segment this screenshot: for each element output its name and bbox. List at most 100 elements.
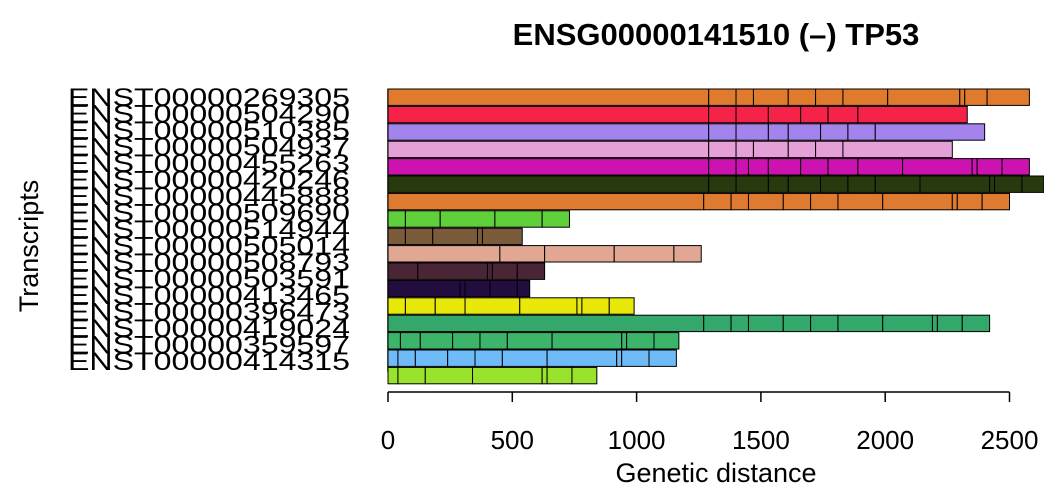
exon-segment (516, 262, 546, 280)
transcript-label: ENST00000504937 (68, 134, 350, 162)
exon-segment (767, 158, 802, 176)
exon-segment (1021, 175, 1044, 193)
exon-segment (546, 349, 618, 367)
exon-segment (989, 175, 996, 193)
exon-segment (820, 123, 849, 141)
transcript-label: ENST00000509690 (68, 200, 350, 228)
exon-segment (1001, 158, 1030, 176)
exon-segment (735, 140, 754, 159)
exon-segment (810, 192, 839, 211)
exon-segment (472, 366, 543, 385)
exon-segment (703, 314, 732, 333)
exon-segment (767, 175, 789, 193)
transcript-bar (387, 245, 702, 263)
exon-segment (387, 192, 705, 211)
exon-segment (708, 88, 737, 106)
exon-segment (708, 105, 737, 124)
exon-segment (541, 210, 570, 228)
transcript-bar (387, 297, 635, 315)
exon-segment (501, 349, 548, 367)
x-tick-label: 1500 (732, 425, 790, 455)
exon-segment (981, 192, 1010, 211)
exon-segment (815, 88, 844, 106)
exon-segment (459, 279, 466, 298)
exon-segment (474, 349, 503, 367)
exon-segment (919, 175, 991, 193)
exon-segment (887, 88, 961, 106)
exon-segment (387, 366, 399, 385)
x-axis-title: Genetic distance (615, 458, 816, 488)
exon-segment (417, 262, 488, 280)
x-axis: 0 500 1000 1500 2000 2500 (381, 391, 1038, 455)
exon-segment (648, 349, 677, 367)
exon-segment (815, 140, 844, 159)
exon-segment (936, 314, 963, 333)
exon-segment (387, 297, 406, 315)
exon-segment (387, 314, 705, 333)
transcript-bar (387, 314, 991, 333)
exon-segment (447, 349, 476, 367)
transcript-bar (387, 88, 1030, 106)
exon-segment (971, 158, 978, 176)
exon-segment (576, 297, 583, 315)
exon-segment (419, 332, 454, 350)
transcript-label: ENST00000269305 (68, 84, 350, 112)
transcript-bar (387, 123, 986, 141)
exon-segment (626, 332, 655, 350)
exon-segment (752, 88, 789, 106)
exon-segment (414, 349, 449, 367)
exon-segment (399, 332, 421, 350)
exon-segment (735, 88, 754, 106)
exon-segment (404, 227, 434, 246)
exon-segment (782, 192, 812, 211)
exon-segment (735, 158, 749, 176)
exon-segment (767, 105, 802, 124)
exon-segment (708, 140, 737, 159)
exon-segment (931, 314, 938, 333)
transcript-label: ENST00000505014 (68, 233, 350, 261)
transcript-bar (387, 227, 523, 246)
exon-segment (874, 175, 921, 193)
exon-segment (499, 245, 546, 263)
chart-title: ENSG00000141510 (–) TP53 (513, 17, 920, 52)
exon-segment (842, 140, 953, 159)
exon-segment (959, 88, 966, 106)
exon-segment (486, 262, 493, 280)
exon-segment (387, 210, 406, 228)
transcript-label: ENST00000455263 (68, 150, 350, 178)
exon-segment (387, 279, 461, 298)
exon-segment (516, 279, 531, 298)
exon-segment (464, 297, 521, 315)
exon-segment (837, 192, 884, 211)
exon-segment (551, 332, 623, 350)
transcript-label: ENST00000419024 (68, 315, 350, 343)
exon-segment (735, 175, 769, 193)
exon-segment (847, 175, 876, 193)
exon-segment (387, 123, 710, 141)
transcript-bar (387, 262, 546, 280)
exon-segment (387, 140, 710, 159)
exon-segment (387, 175, 710, 193)
exon-segment (874, 123, 986, 141)
exon-segment (613, 245, 675, 263)
exon-segment (571, 366, 598, 385)
exon-segment (673, 245, 702, 263)
x-tick-label: 1000 (608, 425, 666, 455)
transcript-bar (387, 349, 677, 367)
exon-segment (489, 279, 518, 298)
exon-segment (387, 88, 710, 106)
transcript-label: ENST00000359597 (68, 332, 350, 360)
exon-segment (481, 227, 523, 246)
exon-segment (708, 175, 737, 193)
exon-segment (708, 123, 737, 141)
exon-segment (494, 210, 543, 228)
exon-segment (424, 366, 474, 385)
exon-segment (616, 349, 623, 367)
exon-segment (439, 210, 496, 228)
exon-segment (703, 192, 732, 211)
exon-segment (956, 192, 983, 211)
exon-segment (800, 158, 829, 176)
exon-segment (747, 192, 784, 211)
exon-segment (621, 332, 628, 350)
